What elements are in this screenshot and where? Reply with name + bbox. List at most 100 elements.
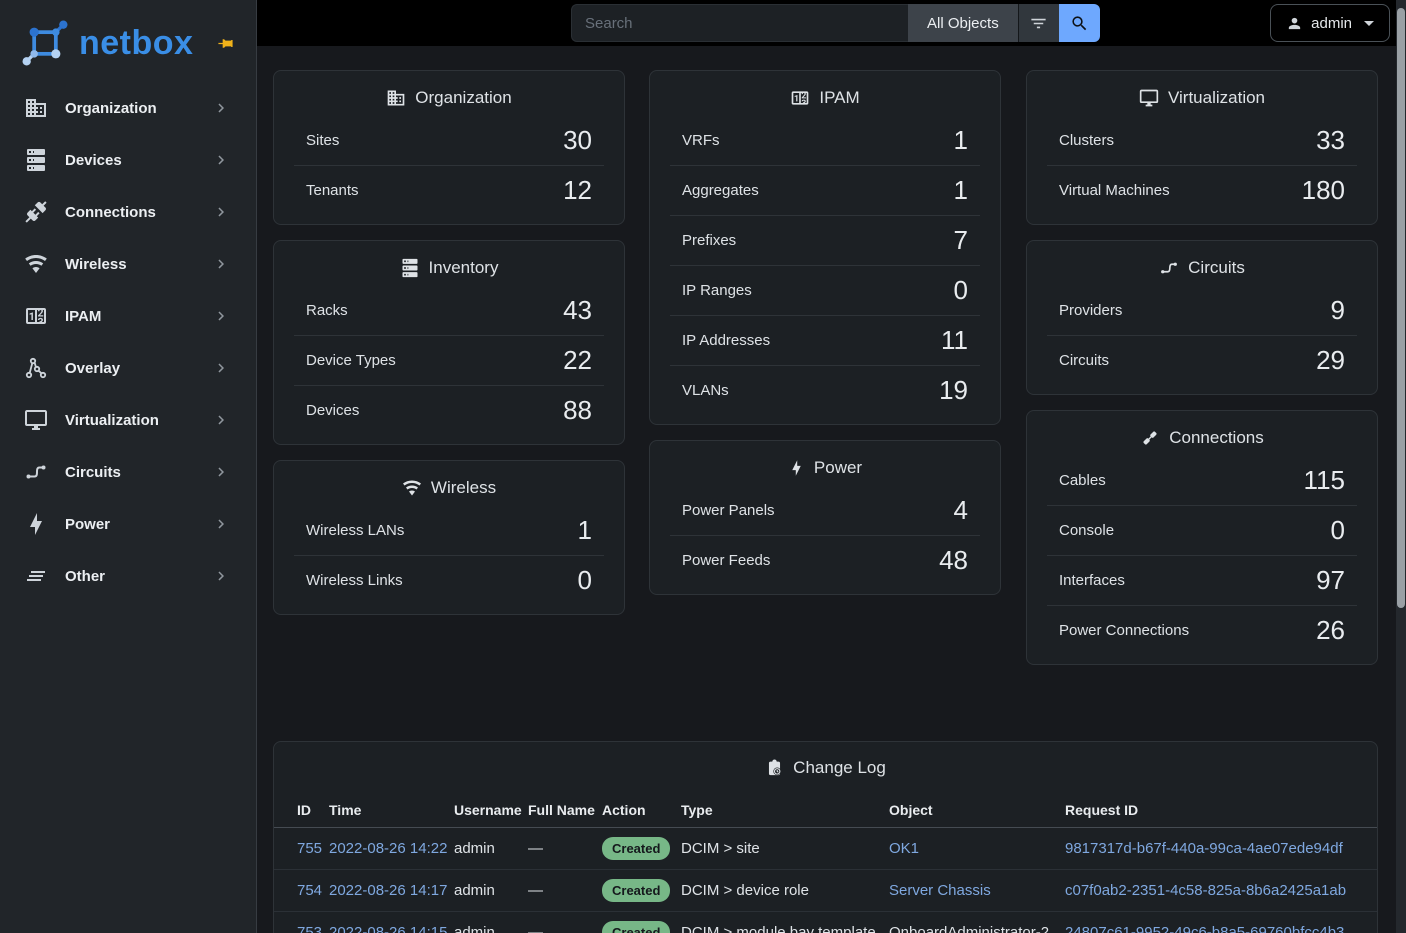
- stat-row: Power Connections 26: [1047, 605, 1357, 655]
- stat-link-console[interactable]: Console: [1059, 522, 1115, 539]
- stat-link-power-feeds[interactable]: Power Feeds: [682, 552, 771, 569]
- sidebar-item-ipam[interactable]: IPAM: [0, 290, 256, 342]
- object-type-dropdown[interactable]: All Objects: [908, 4, 1018, 42]
- server-icon: [24, 148, 48, 172]
- sidebar-item-virtualization[interactable]: Virtualization: [0, 394, 256, 446]
- stat-link-ip-ranges[interactable]: IP Ranges: [682, 282, 752, 299]
- col-full-name: Full Name: [528, 796, 602, 828]
- stat-link-power-connections[interactable]: Power Connections: [1059, 622, 1190, 639]
- pin-sidebar-icon[interactable]: [217, 35, 234, 52]
- changelog-request-id-link[interactable]: c07f0ab2-2351-4c58-825a-8b6a2425a1ab: [1065, 882, 1347, 899]
- changelog-full-name: —: [528, 869, 602, 912]
- card-title-ipam: IPAM: [819, 88, 860, 107]
- sidebar-item-label: Overlay: [65, 359, 121, 377]
- stat-link-vlans[interactable]: VLANs: [682, 382, 729, 399]
- stat-link-providers[interactable]: Providers: [1059, 301, 1123, 319]
- stat-link-tenants[interactable]: Tenants: [306, 182, 359, 199]
- changelog-time-link[interactable]: 2022-08-26 14:17: [329, 882, 448, 899]
- stat-link-racks[interactable]: Racks: [306, 301, 348, 319]
- sidebar-item-wireless[interactable]: Wireless: [0, 238, 256, 290]
- stat-value-power-panels: 4: [953, 494, 968, 525]
- sidebar-item-circuits[interactable]: Circuits: [0, 446, 256, 498]
- changelog-full-name: —: [528, 827, 602, 870]
- stat-row: Wireless Links 0: [294, 555, 604, 605]
- sidebar-item-overlay[interactable]: Overlay: [0, 342, 256, 394]
- stat-row: VLANs 19: [670, 365, 980, 415]
- stat-row: Racks 43: [294, 285, 604, 335]
- user-menu-button[interactable]: admin: [1270, 4, 1390, 42]
- stat-link-devices[interactable]: Devices: [306, 402, 360, 419]
- changelog-object-link[interactable]: Server Chassis: [889, 882, 991, 899]
- stat-row: Power Panels 4: [670, 485, 980, 535]
- chevron-right-icon: [212, 359, 230, 377]
- sidebar-item-devices[interactable]: Devices: [0, 134, 256, 186]
- stat-link-vrfs[interactable]: VRFs: [682, 131, 720, 149]
- filter-button[interactable]: [1017, 4, 1059, 42]
- stat-link-virtual-machines[interactable]: Virtual Machines: [1059, 182, 1170, 199]
- card-connections: Connections Cables 115 Console 0 Interfa…: [1026, 410, 1378, 665]
- search-button[interactable]: [1058, 4, 1100, 42]
- chevron-right-icon: [212, 515, 230, 533]
- stat-value-cables: 115: [1303, 464, 1345, 495]
- caret-down-icon: [1364, 20, 1374, 26]
- card-virtualization: Virtualization Clusters 33 Virtual Machi…: [1026, 70, 1378, 225]
- changelog-time-link[interactable]: 2022-08-26 14:15: [329, 924, 448, 933]
- changelog-object-link[interactable]: OK1: [889, 840, 920, 857]
- stat-row: Tenants 12: [294, 165, 604, 215]
- search-input[interactable]: [571, 4, 908, 42]
- filter-icon: [1029, 14, 1048, 33]
- stat-link-prefixes[interactable]: Prefixes: [682, 232, 737, 249]
- monitor-icon: [1139, 88, 1159, 108]
- chevron-right-icon: [212, 411, 230, 429]
- clipboard-clock-icon: [765, 758, 784, 778]
- brand-wordmark[interactable]: netbox: [79, 23, 194, 62]
- stat-link-wireless-links[interactable]: Wireless Links: [306, 572, 403, 589]
- changelog-time-link[interactable]: 2022-08-26 14:22: [329, 840, 448, 857]
- card-title-change-log: Change Log: [793, 758, 886, 777]
- changelog-id-link[interactable]: 753: [297, 924, 323, 933]
- stat-link-device-types[interactable]: Device Types: [306, 352, 396, 369]
- stat-link-ip-addresses[interactable]: IP Addresses: [682, 332, 771, 349]
- stat-link-wireless-lans[interactable]: Wireless LANs: [306, 521, 405, 539]
- netbox-logo-icon[interactable]: [20, 18, 70, 68]
- stat-link-interfaces[interactable]: Interfaces: [1059, 572, 1125, 589]
- lightning-icon: [24, 512, 48, 536]
- stat-row: Circuits 29: [1047, 335, 1357, 385]
- sidebar-item-organization[interactable]: Organization: [0, 82, 256, 134]
- table-row: 754 2022-08-26 14:17 admin — Created DCI…: [274, 869, 1377, 912]
- stat-value-racks: 43: [563, 294, 592, 325]
- stat-value-clusters: 33: [1316, 124, 1345, 155]
- stat-row: Virtual Machines 180: [1047, 165, 1357, 215]
- stat-link-cables[interactable]: Cables: [1059, 471, 1106, 489]
- chevron-right-icon: [212, 203, 230, 221]
- lightning-icon: [788, 458, 805, 478]
- sidebar-item-label: Circuits: [65, 463, 121, 481]
- card-title-virtualization: Virtualization: [1167, 88, 1266, 107]
- chevron-right-icon: [212, 255, 230, 273]
- changelog-id-link[interactable]: 754: [297, 882, 323, 899]
- stat-link-sites[interactable]: Sites: [306, 131, 340, 149]
- stat-link-power-panels[interactable]: Power Panels: [682, 501, 775, 519]
- stat-row: Interfaces 97: [1047, 555, 1357, 605]
- changelog-request-id-link[interactable]: 9817317d-b67f-440a-99ca-4ae07ede94df: [1065, 840, 1343, 857]
- stat-link-aggregates[interactable]: Aggregates: [682, 182, 759, 199]
- change-log-table: ID Time Username Full Name Action Type O…: [274, 796, 1377, 933]
- stat-row: Cables 115: [1047, 455, 1357, 505]
- card-title-connections: Connections: [1169, 428, 1264, 447]
- sidebar-item-connections[interactable]: Connections: [0, 186, 256, 238]
- stat-row: Prefixes 7: [670, 215, 980, 265]
- sidebar-item-other[interactable]: Other: [0, 550, 256, 602]
- changelog-request-id-link[interactable]: 24807c61-9952-49c6-b8a5-69760bfcc4b3: [1065, 924, 1345, 933]
- stat-link-clusters[interactable]: Clusters: [1059, 131, 1115, 149]
- sidebar-item-label: Other: [65, 567, 106, 585]
- stat-link-circuits[interactable]: Circuits: [1059, 352, 1110, 369]
- user-menu-label: admin: [1311, 14, 1352, 32]
- changelog-id-link[interactable]: 755: [297, 840, 323, 857]
- changelog-type: DCIM > site: [681, 827, 889, 870]
- stat-value-power-feeds: 48: [939, 545, 968, 575]
- col-request-id: Request ID: [1065, 796, 1377, 828]
- stat-value-interfaces: 97: [1316, 565, 1345, 595]
- sidebar-item-label: Connections: [65, 203, 156, 221]
- scrollbar-thumb[interactable]: [1397, 8, 1405, 608]
- sidebar-item-power[interactable]: Power: [0, 498, 256, 550]
